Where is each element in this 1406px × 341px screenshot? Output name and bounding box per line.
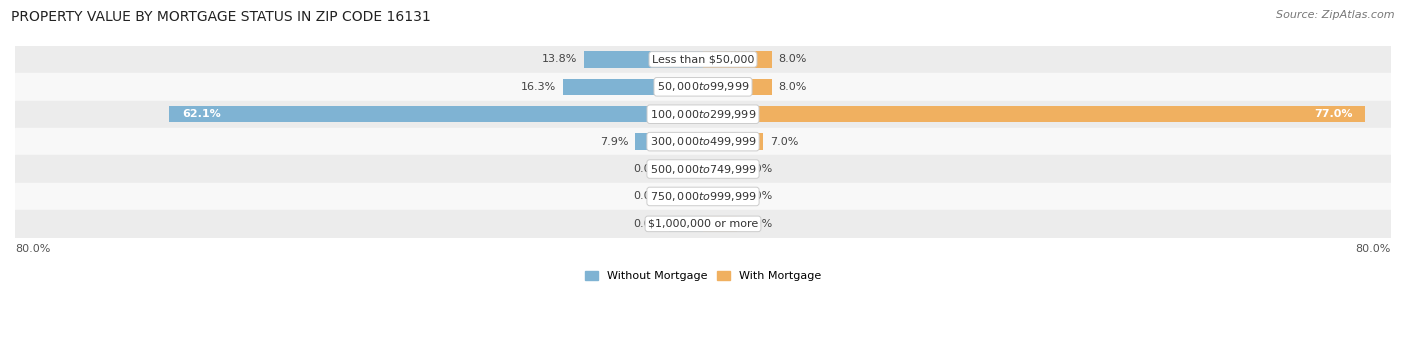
- Text: 7.0%: 7.0%: [770, 137, 799, 147]
- Bar: [703, 216, 737, 232]
- Text: $1,000,000 or more: $1,000,000 or more: [648, 219, 758, 229]
- Bar: [15, 210, 1391, 238]
- Bar: [15, 155, 1391, 183]
- Text: Less than $50,000: Less than $50,000: [652, 55, 754, 64]
- Text: 0.0%: 0.0%: [744, 191, 772, 202]
- Bar: [669, 161, 703, 177]
- Bar: [15, 73, 1391, 101]
- Text: 13.8%: 13.8%: [543, 55, 578, 64]
- Text: 7.9%: 7.9%: [600, 137, 628, 147]
- Bar: [562, 78, 703, 95]
- Text: 0.0%: 0.0%: [744, 219, 772, 229]
- Legend: Without Mortgage, With Mortgage: Without Mortgage, With Mortgage: [581, 266, 825, 286]
- Bar: [669, 216, 703, 232]
- Bar: [15, 101, 1391, 128]
- Text: 80.0%: 80.0%: [15, 243, 51, 254]
- Text: 0.0%: 0.0%: [744, 164, 772, 174]
- Bar: [703, 161, 737, 177]
- Text: 16.3%: 16.3%: [520, 82, 555, 92]
- Text: 0.0%: 0.0%: [634, 219, 662, 229]
- Text: Source: ZipAtlas.com: Source: ZipAtlas.com: [1277, 10, 1395, 20]
- Text: 8.0%: 8.0%: [779, 82, 807, 92]
- Bar: [636, 133, 703, 150]
- Text: $500,000 to $749,999: $500,000 to $749,999: [650, 163, 756, 176]
- Text: 77.0%: 77.0%: [1313, 109, 1353, 119]
- Bar: [703, 51, 772, 68]
- Text: 8.0%: 8.0%: [779, 55, 807, 64]
- Bar: [703, 78, 772, 95]
- Text: $100,000 to $299,999: $100,000 to $299,999: [650, 108, 756, 121]
- Text: PROPERTY VALUE BY MORTGAGE STATUS IN ZIP CODE 16131: PROPERTY VALUE BY MORTGAGE STATUS IN ZIP…: [11, 10, 432, 24]
- Text: 80.0%: 80.0%: [1355, 243, 1391, 254]
- Bar: [15, 46, 1391, 73]
- Text: $50,000 to $99,999: $50,000 to $99,999: [657, 80, 749, 93]
- Bar: [169, 106, 703, 122]
- Text: 62.1%: 62.1%: [181, 109, 221, 119]
- Text: 0.0%: 0.0%: [634, 164, 662, 174]
- Bar: [703, 133, 763, 150]
- Bar: [15, 128, 1391, 155]
- Bar: [585, 51, 703, 68]
- Bar: [15, 183, 1391, 210]
- Text: 0.0%: 0.0%: [634, 191, 662, 202]
- Text: $300,000 to $499,999: $300,000 to $499,999: [650, 135, 756, 148]
- Bar: [703, 106, 1365, 122]
- Bar: [669, 188, 703, 205]
- Text: $750,000 to $999,999: $750,000 to $999,999: [650, 190, 756, 203]
- Bar: [703, 188, 737, 205]
